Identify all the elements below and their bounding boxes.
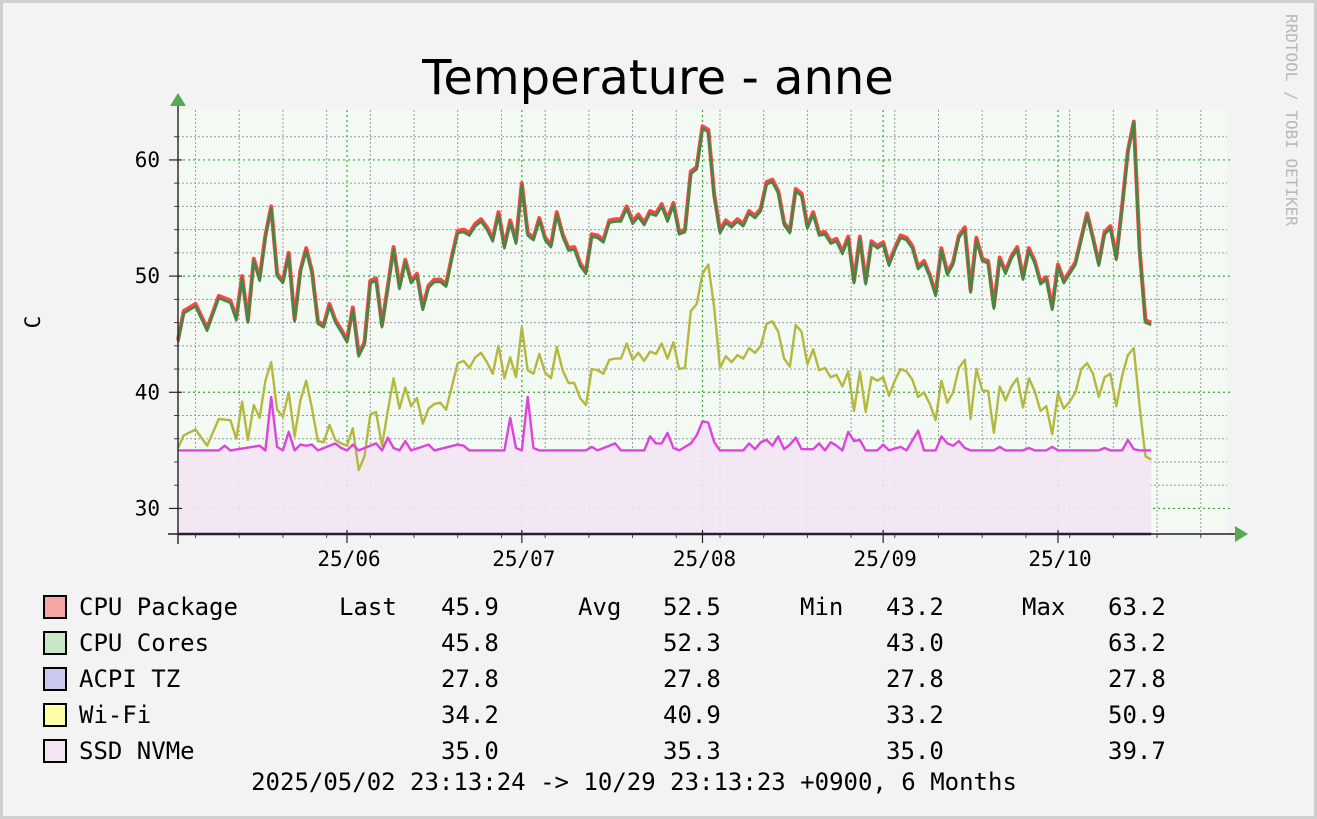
x-tick-label: 25/10 xyxy=(1028,547,1091,571)
legend-value-min: 43.0 xyxy=(886,629,944,657)
ssd-nvme-line xyxy=(178,395,1152,452)
cpu-cores-line xyxy=(176,121,1152,358)
legend-value-min: 33.2 xyxy=(886,701,944,729)
legend-swatch xyxy=(43,703,67,727)
legend-value-max: 63.2 xyxy=(1108,629,1166,657)
time-range-footer: 2025/05/02 23:13:24 -> 10/29 23:13:23 +0… xyxy=(251,768,1017,796)
y-tick-label: 40 xyxy=(135,380,160,404)
legend-value-avg: 35.3 xyxy=(663,737,721,765)
x-tick-label: 25/09 xyxy=(854,547,917,571)
legend-value-last: 35.0 xyxy=(441,737,499,765)
legend-swatch xyxy=(43,595,67,619)
legend-header-max: Max xyxy=(1022,593,1066,621)
y-tick-label: 30 xyxy=(135,496,160,520)
tick-labels: 30 40 50 60 25/06 25/07 25/08 25/09 25/10 xyxy=(135,148,1092,571)
ssd-nvme-area xyxy=(178,396,1152,534)
legend-value-max: 63.2 xyxy=(1108,593,1166,621)
axes xyxy=(168,93,1248,544)
temperature-chart: Temperature - anne RRDTOOL / TOBI OETIKE… xyxy=(21,14,1301,571)
legend-value-last: 45.9 xyxy=(441,593,499,621)
y-axis-label: C xyxy=(21,316,45,329)
wi-fi-line xyxy=(176,263,1152,472)
legend-header-last: Last xyxy=(339,593,397,621)
legend-swatch xyxy=(43,739,67,763)
legend-value-avg: 52.3 xyxy=(663,629,721,657)
legend-value-max: 50.9 xyxy=(1108,701,1166,729)
legend-value-min: 43.2 xyxy=(886,593,944,621)
x-tick-label: 25/08 xyxy=(673,547,736,571)
legend-value-min: 35.0 xyxy=(886,737,944,765)
chart-title: Temperature - anne xyxy=(421,50,894,106)
legend-value-last: 27.8 xyxy=(441,665,499,693)
legend-value-max: 27.8 xyxy=(1108,665,1166,693)
legend-swatch xyxy=(43,667,67,691)
legend-header-avg: Avg xyxy=(578,593,622,621)
legend-value-avg: 40.9 xyxy=(663,701,721,729)
y-tick-label: 60 xyxy=(135,148,160,172)
legend-value-min: 27.8 xyxy=(886,665,944,693)
watermark: RRDTOOL / TOBI OETIKER xyxy=(1282,14,1301,226)
y-axis-arrow xyxy=(170,93,186,106)
legend-value-avg: 27.8 xyxy=(663,665,721,693)
legend-series-name: ACPI TZ xyxy=(79,665,181,693)
legend-value-last: 34.2 xyxy=(441,701,499,729)
x-tick-label: 25/06 xyxy=(317,547,380,571)
legend-series-name: Wi-Fi xyxy=(79,701,152,729)
legend-value-last: 45.8 xyxy=(441,629,499,657)
legend-series-name: CPU Package xyxy=(79,593,238,621)
y-tick-label: 50 xyxy=(135,264,160,288)
legend-value-max: 39.7 xyxy=(1108,737,1166,765)
legend-value-avg: 52.5 xyxy=(663,593,721,621)
legend-header-min: Min xyxy=(800,593,844,621)
legend-series-name: CPU Cores xyxy=(79,629,210,657)
legend-swatch xyxy=(43,631,67,655)
legend-series-name: SSD NVMe xyxy=(79,737,195,765)
x-tick-label: 25/07 xyxy=(492,547,555,571)
x-axis-arrow xyxy=(1235,526,1248,542)
